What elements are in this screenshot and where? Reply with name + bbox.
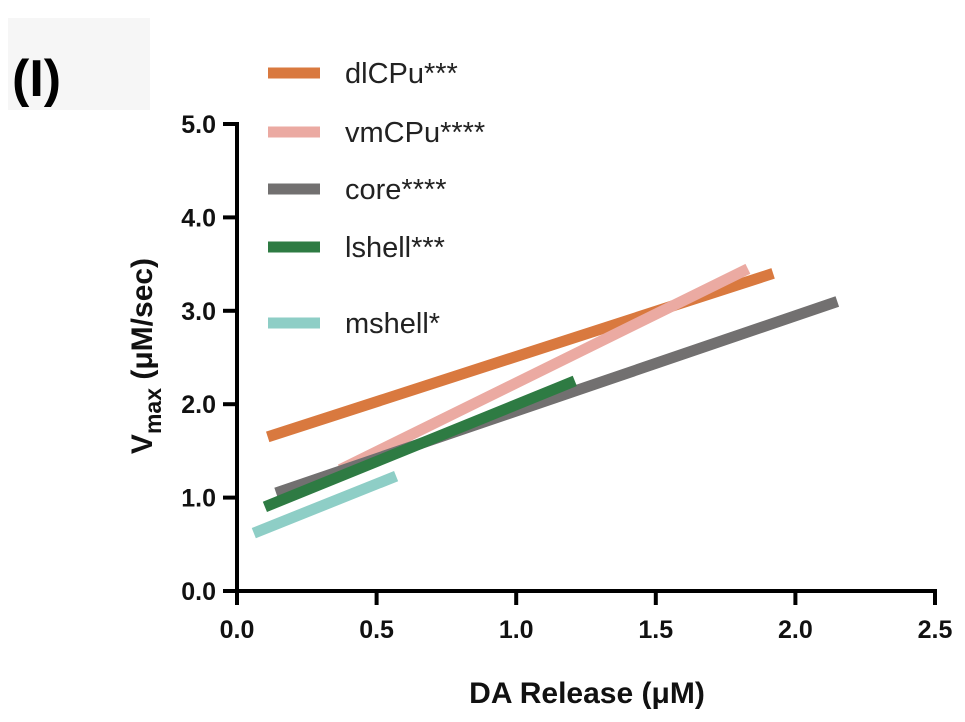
x-tick-label: 2.5 — [918, 616, 953, 644]
x-tick-label: 2.0 — [778, 616, 813, 644]
plot-lines — [251, 263, 840, 539]
legend-label-mshell: mshell* — [345, 308, 440, 340]
y-tick-label: 5.0 — [181, 111, 216, 139]
legend-label-dlcpu: dlCPu*** — [345, 58, 458, 90]
y-tick-label: 3.0 — [181, 298, 216, 326]
legend-label-core: core**** — [345, 174, 447, 206]
x-tick-label: 1.5 — [638, 616, 673, 644]
y-tick-label: 1.0 — [181, 485, 216, 513]
y-tick-label: 0.0 — [181, 578, 216, 606]
legend-label-lshell: lshell*** — [345, 232, 445, 264]
y-ticks: 0.0 1.0 2.0 3.0 4.0 5.0 — [181, 111, 237, 606]
y-axis-title-main: V — [126, 434, 159, 454]
panel-label-background — [8, 18, 150, 110]
series-line-mshell — [251, 470, 399, 539]
axes — [235, 122, 937, 593]
x-ticks: 0.0 0.5 1.0 1.5 2.0 2.5 — [220, 591, 953, 644]
x-tick-label: 1.0 — [499, 616, 534, 644]
y-tick-label: 2.0 — [181, 391, 216, 419]
legend-label-vmcpu: vmCPu**** — [345, 117, 485, 149]
series-line-vmcpu — [337, 263, 751, 475]
x-tick-label: 0.0 — [220, 616, 255, 644]
y-axis-title: Vmax (μM/sec) — [126, 258, 166, 454]
panel-label: (I) — [12, 50, 61, 108]
x-axis-title: DA Release (μM) — [469, 677, 705, 710]
legend: dlCPu*** vmCPu**** core**** lshell*** mshell… — [268, 58, 485, 340]
y-axis-title-subscript: max — [140, 388, 166, 434]
y-tick-label: 4.0 — [181, 204, 216, 232]
series-line-lshell — [262, 375, 577, 512]
x-tick-label: 0.5 — [359, 616, 394, 644]
y-axis-title-units: (μM/sec) — [126, 258, 159, 388]
